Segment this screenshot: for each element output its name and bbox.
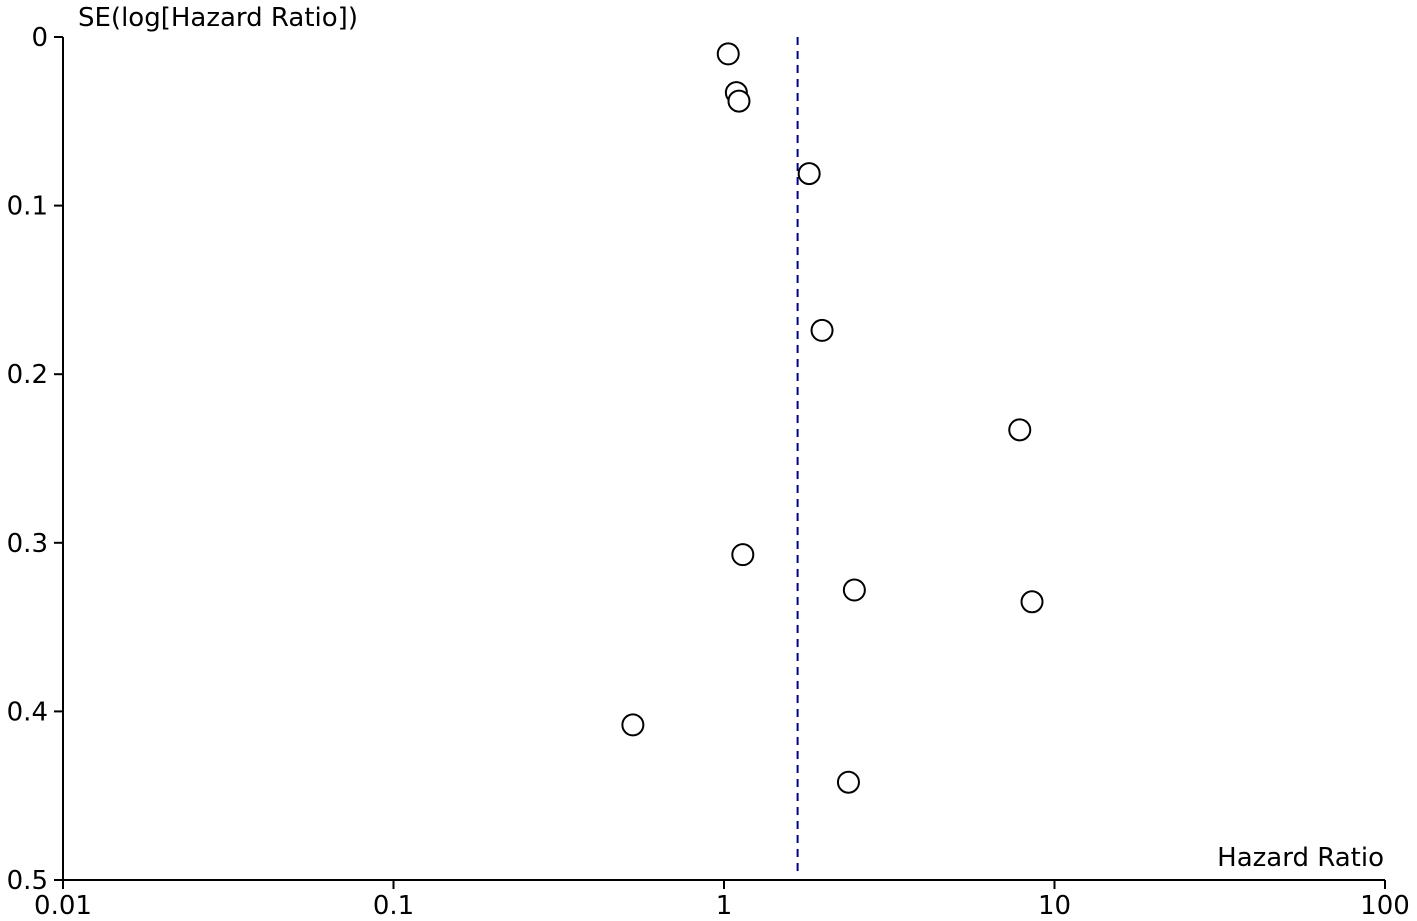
- study-point: [621, 713, 645, 737]
- x-tick-label: 0.1: [373, 891, 414, 921]
- x-tick-label: 10: [1038, 891, 1071, 921]
- x-tick-label: 1: [716, 891, 733, 921]
- y-tick-label: 0.2: [7, 360, 48, 390]
- x-tick-label: 100: [1360, 891, 1410, 921]
- study-point: [1008, 418, 1032, 442]
- y-tick-label: 0.3: [7, 529, 48, 559]
- y-tick-label: 0.5: [7, 866, 48, 896]
- y-axis-title: SE(log[Hazard Ratio]): [78, 3, 358, 33]
- x-tick-label: 0.01: [34, 891, 92, 921]
- y-tick-label: 0.4: [7, 697, 48, 727]
- study-point: [810, 318, 834, 342]
- study-point: [797, 162, 821, 186]
- data-points: [621, 42, 1044, 794]
- y-tick-label: 0.1: [7, 192, 48, 222]
- study-point: [836, 770, 860, 794]
- study-point: [842, 578, 866, 602]
- study-point: [716, 42, 740, 66]
- study-point: [731, 543, 755, 567]
- y-tick-label: 0: [31, 23, 48, 53]
- study-point: [1020, 590, 1044, 614]
- axes: 0 0.1 0.2 0.3 0.4 0.50.01 0.1 1 10 100: [7, 23, 1410, 921]
- study-point: [727, 89, 751, 113]
- x-axis-title: Hazard Ratio: [1217, 843, 1384, 873]
